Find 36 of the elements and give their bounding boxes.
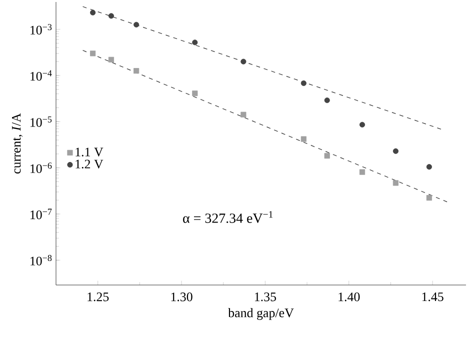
y-tick-label: 10$^{−5}$ <box>30 116 52 127</box>
point <box>240 112 246 118</box>
x-tick-label: 1.25 <box>88 292 109 302</box>
point <box>90 10 96 16</box>
x-tick-label: 1.40 <box>338 292 360 302</box>
point <box>392 180 399 186</box>
y-axis-title: current, I/A <box>12 113 23 174</box>
point <box>300 136 306 142</box>
point <box>426 195 432 201</box>
x-tick-label: 1.30 <box>171 292 192 302</box>
x-tick-label: 1.35 <box>254 292 276 302</box>
point <box>324 98 330 104</box>
y-tick-label: 10$^{−4}$ <box>30 70 52 81</box>
point <box>300 80 306 86</box>
point <box>359 122 366 128</box>
point <box>359 169 366 175</box>
point <box>324 153 330 159</box>
annotation: α = 327.34 eV$^{−1}$ <box>183 211 273 224</box>
point <box>392 148 399 154</box>
point <box>240 58 246 64</box>
point <box>426 164 432 170</box>
point <box>192 90 198 96</box>
point <box>134 68 140 74</box>
point <box>90 50 96 56</box>
legend-label: 1.2 V <box>76 160 104 169</box>
x-axis-title: band gap/eV <box>228 308 294 320</box>
point <box>108 56 114 62</box>
x-tick-label: 1.45 <box>422 292 444 302</box>
y-tick-label: 10$^{−6}$ <box>30 162 52 174</box>
y-tick-label: 10$^{−3}$ <box>30 24 52 35</box>
point <box>134 22 140 28</box>
point <box>192 40 198 46</box>
legend-label: 1.1 V <box>76 148 104 156</box>
y-tick-label: 10$^{−7}$ <box>30 208 52 220</box>
point <box>108 13 114 19</box>
y-tick-label: 10$^{−8}$ <box>30 254 52 266</box>
